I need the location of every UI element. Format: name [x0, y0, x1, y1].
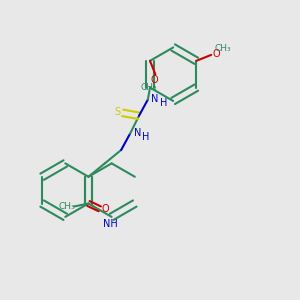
- Text: NH: NH: [103, 219, 118, 229]
- Text: H: H: [142, 132, 149, 142]
- Text: O: O: [101, 204, 109, 214]
- Text: N: N: [151, 94, 159, 104]
- Text: N: N: [134, 128, 141, 138]
- Text: S: S: [114, 107, 120, 117]
- Text: H: H: [160, 98, 167, 108]
- Text: CH₃: CH₃: [215, 44, 231, 53]
- Text: O: O: [150, 75, 158, 85]
- Text: CH₃: CH₃: [59, 202, 75, 211]
- Text: O: O: [213, 49, 220, 59]
- Text: CH₃: CH₃: [140, 83, 157, 92]
